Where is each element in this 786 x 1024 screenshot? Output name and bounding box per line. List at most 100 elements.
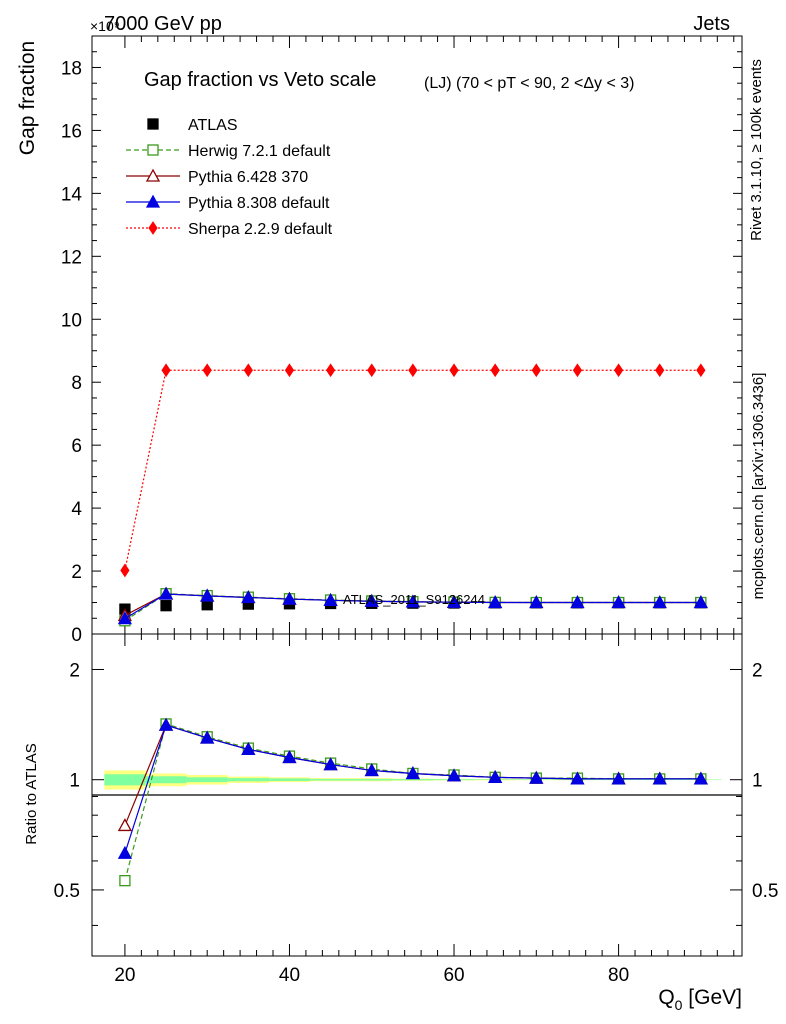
side-label-rivet: Rivet 3.1.10, ≥ 100k events [748, 59, 765, 241]
data-point [488, 595, 503, 609]
ratio-point [405, 766, 420, 780]
main-panel: 0 2 4 6 8 10 12 14 16 18 Gap fraction vs Veto sca… [16, 35, 743, 646]
main-ytick-label: 14 [61, 184, 83, 205]
data-point [696, 363, 706, 378]
data-point [408, 363, 418, 378]
legend-marker [145, 168, 161, 182]
ratio-series-herwig-7-2-1-default [119, 718, 707, 887]
data-point [161, 363, 171, 378]
main-ytick-label: 2 [71, 562, 82, 583]
legend-item: Herwig 7.2.1 default [126, 143, 331, 160]
data-point [570, 595, 585, 609]
band-segment [145, 776, 187, 784]
main-ytick-label: 0 [71, 625, 82, 646]
data-point [652, 595, 667, 609]
ratio-ytick-label-right: 1 [752, 771, 763, 792]
xtick-label: 60 [443, 965, 464, 986]
header-right: Jets [693, 13, 730, 35]
data-point [449, 363, 459, 378]
main-axes: 0 2 4 6 8 10 12 14 16 18 [61, 35, 742, 646]
band-segment [186, 777, 228, 783]
main-series [117, 363, 708, 627]
data-point [655, 363, 665, 378]
data-point [282, 591, 297, 605]
xtick-label: 80 [608, 965, 629, 986]
legend-item: Sherpa 2.2.9 default [126, 221, 333, 238]
plot-subtitle: (LJ) (70 < pT < 90, 2 <Δy < 3) [424, 75, 635, 92]
ratio-point [570, 771, 585, 785]
side-label-mcplots: mcplots.cern.ch [arXiv:1306.3436] [750, 373, 767, 600]
ratio-line [124, 723, 701, 881]
data-point [490, 363, 500, 378]
x-axis-label-unit: [GeV] [682, 986, 742, 1009]
data-point [446, 594, 462, 608]
data-point [531, 363, 541, 378]
ratio-point [446, 768, 462, 782]
ratio-ytick-label: 1 [69, 771, 80, 792]
data-point [200, 588, 215, 602]
data-point [405, 594, 420, 608]
ratio-ytick-label-right: 0.5 [752, 881, 778, 902]
band-segment [268, 778, 311, 781]
data-point [284, 363, 295, 378]
data-point [529, 595, 544, 609]
main-ytick-label: 16 [61, 121, 82, 142]
ratio-point [119, 875, 131, 887]
ratio-point [488, 769, 503, 783]
series-line [124, 369, 701, 571]
y-multiplier: ×10⁹ [90, 18, 120, 34]
legend-label: Pythia 8.308 default [188, 195, 330, 212]
ratio-point [282, 750, 297, 764]
data-point [572, 363, 583, 378]
band-segment [104, 774, 146, 786]
data-point [693, 595, 708, 609]
data-point [367, 363, 377, 378]
legend-label: Herwig 7.2.1 default [188, 143, 331, 160]
series-sherpa-2-2-9-default [120, 363, 706, 578]
ratio-point [158, 717, 174, 731]
ratio-point [323, 757, 338, 771]
ratio-axes: 0.5 0.5 1 1 2 2 20 40 60 80 [54, 634, 778, 986]
legend-item: ATLAS [147, 117, 238, 134]
xtick-label: 20 [114, 965, 135, 986]
x-axis-label-sub: 0 [675, 997, 683, 1013]
ratio-point [200, 730, 215, 744]
data-point [120, 563, 130, 578]
x-axis-label-q: Q [658, 986, 674, 1009]
legend-marker [145, 194, 161, 208]
data-point [613, 363, 624, 378]
ratio-point [529, 770, 544, 784]
legend-label: Sherpa 2.2.9 default [188, 221, 333, 238]
plot-title: Gap fraction vs Veto scale [144, 69, 376, 91]
analysis-watermark: ATLAS_2011_S9126244 [343, 592, 485, 607]
ratio-point [652, 771, 667, 785]
data-point [202, 363, 212, 378]
data-point [611, 595, 626, 609]
data-point [364, 593, 379, 607]
main-ytick-label: 8 [71, 373, 82, 394]
band-segment [310, 778, 352, 781]
band-segment [392, 779, 434, 781]
legend-marker [147, 144, 159, 156]
ratio-ylabel: Ratio to ATLAS [23, 743, 40, 844]
ratio-ytick-label: 0.5 [54, 881, 80, 902]
legend-marker [147, 118, 159, 130]
ratio-ytick-label-right: 2 [752, 660, 763, 681]
data-point [117, 611, 133, 625]
ratio-ytick-label: 2 [69, 660, 80, 681]
main-ylabel: Gap fraction [16, 41, 39, 155]
xtick-label: 40 [279, 965, 300, 986]
main-ytick-label: 18 [61, 58, 82, 79]
series-pythia-8-308-default [117, 586, 708, 625]
main-ytick-label: 12 [61, 247, 82, 268]
ratio-point [693, 771, 708, 785]
x-axis-label: Q0 [GeV] [658, 986, 742, 1013]
data-point [243, 363, 253, 378]
legend-marker [148, 221, 158, 235]
band-segment [351, 778, 393, 781]
ratio-frame [91, 633, 743, 957]
main-ytick-label: 10 [61, 310, 82, 331]
ratio-series-pythia-8-308-default [117, 717, 708, 859]
ratio-panel: 0.5 0.5 1 1 2 2 20 40 60 80 Ratio to ATLAS Q0 [Ge… [23, 633, 778, 1013]
